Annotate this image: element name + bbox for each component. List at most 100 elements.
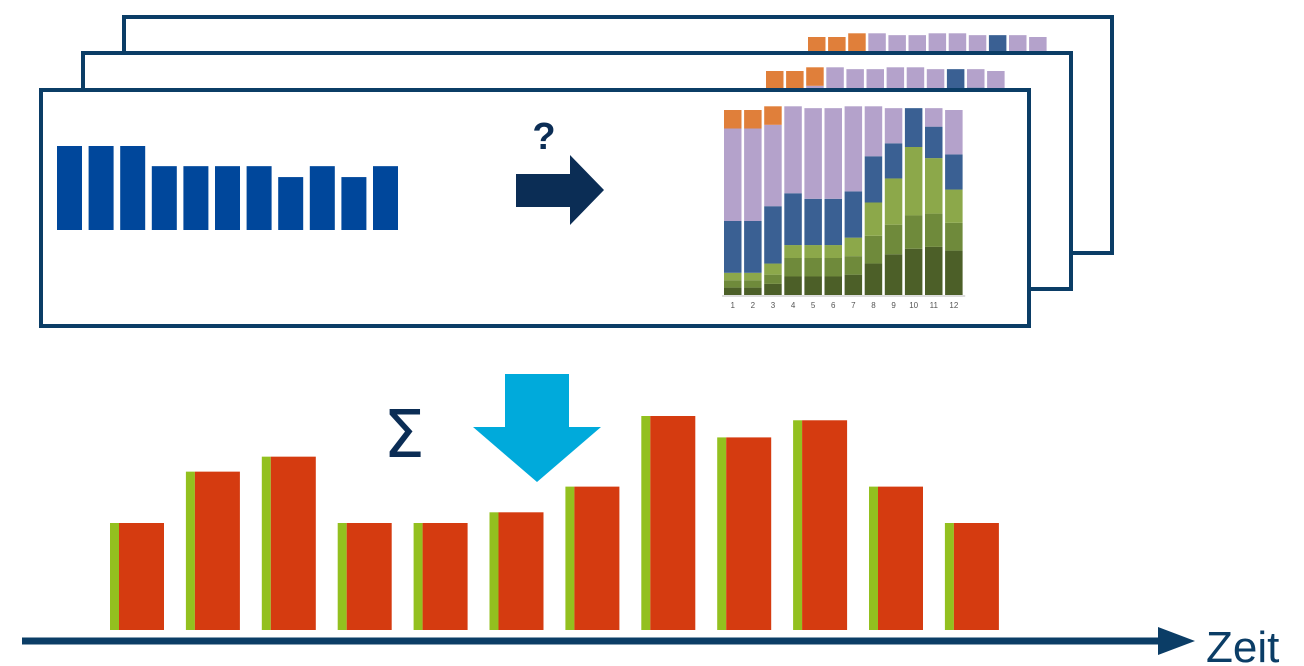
stack-segment-lightgreen (925, 158, 943, 214)
result-bar (650, 416, 696, 630)
result-bar (953, 523, 999, 630)
stack-segment-blue (925, 126, 943, 159)
stack-segment-blue (724, 221, 742, 273)
stack-segment-lavender (804, 108, 822, 199)
result-bar (422, 523, 468, 630)
stack-segment-midgreen (744, 280, 762, 288)
stack-segment-darkgreen (744, 287, 762, 295)
stack-segment-blue (784, 193, 802, 246)
aggregated-result-bars (110, 416, 999, 630)
stack-segment-lightgreen (764, 263, 782, 275)
input-profile-bar (246, 166, 272, 230)
stack-segment-darkgreen (945, 250, 963, 295)
time-axis-label: Zeit (1206, 623, 1279, 666)
input-profile-bar (88, 146, 114, 230)
stack-x-tick-label: 4 (791, 301, 796, 310)
stack-segment-darkgreen (724, 287, 742, 295)
result-bar (498, 512, 544, 630)
stack-segment-midgreen (904, 215, 923, 249)
time-axis: Zeit (22, 623, 1279, 666)
stack-segment-blue (904, 108, 923, 147)
stack-segment-blue (744, 221, 762, 273)
stack-segment-blue (884, 143, 903, 179)
stack-segment-midgreen (764, 274, 782, 284)
stack-segment-midgreen (925, 213, 943, 247)
stack-x-tick-label: 12 (949, 301, 958, 310)
stack-segment-blue (945, 154, 963, 190)
right-arrow-icon (516, 155, 604, 225)
result-bar-accent (110, 523, 119, 630)
result-bar-accent (261, 456, 271, 630)
stack-segment-blue (864, 156, 883, 203)
stack-segment-midgreen (884, 224, 903, 255)
input-profile-bar (341, 177, 367, 230)
stack-segment-lightgreen (724, 272, 742, 281)
result-bar (119, 523, 164, 630)
stack-x-tick-label: 1 (731, 301, 736, 310)
stack-segment-lavender (1009, 35, 1027, 54)
stack-x-tick-label: 10 (909, 301, 918, 310)
stack-segment-lavender (844, 106, 863, 192)
stack-segment-darkgreen (844, 274, 863, 295)
result-bar (270, 456, 316, 630)
input-profile-bars (57, 146, 398, 230)
stack-segment-blue (804, 198, 822, 246)
stack-segment-lavender (884, 108, 903, 144)
stack-segment-lightgreen (904, 147, 923, 216)
stack-segment-lavender (764, 124, 782, 207)
stack-segment-lavender (967, 69, 985, 88)
stack-x-tick-label: 6 (831, 301, 836, 310)
result-bar-accent (489, 512, 499, 630)
result-bar-accent (185, 471, 195, 630)
stack-segment-orange (744, 110, 762, 129)
stack-segment-darkgreen (864, 263, 883, 295)
stack-segment-lavender (925, 108, 943, 127)
stack-segment-blue (824, 198, 842, 246)
result-bar-accent (793, 420, 803, 630)
stack-segment-lavender (784, 106, 802, 194)
stack-segment-orange (724, 110, 742, 129)
result-bar-accent (565, 486, 575, 630)
down-arrow-icon (473, 374, 601, 482)
stack-x-tick-label: 11 (930, 301, 939, 310)
stack-segment-lavender (724, 128, 742, 221)
stack-segment-midgreen (844, 256, 863, 275)
input-profile-bar (309, 166, 335, 230)
stack-segment-lavender (945, 110, 963, 155)
scenario-frame-front: ? 1 2 3 4 5 6 7 8 9 10 11 12 (39, 88, 1031, 328)
stack-segment-midgreen (824, 258, 842, 277)
stack-segment-lightgreen (784, 245, 802, 258)
stack-x-tick-label: 9 (891, 301, 896, 310)
stack-segment-lightgreen (804, 245, 822, 258)
result-bar-accent (717, 437, 727, 630)
stack-segment-darkgreen (925, 246, 943, 295)
input-profile-bar (183, 166, 209, 230)
input-profile-bar (278, 177, 304, 230)
stack-segment-midgreen (784, 258, 802, 277)
stack-segment-darkgreen (804, 276, 822, 295)
stack-segment-lightgreen (824, 245, 842, 258)
stack-segment-lightgreen (945, 189, 963, 223)
stack-segment-midgreen (864, 235, 883, 264)
stack-x-tick-label: 5 (811, 301, 816, 310)
stack-segment-orange (786, 71, 804, 90)
stack-segment-lavender (864, 106, 883, 157)
result-bar (878, 486, 923, 630)
stack-x-tick-label: 3 (771, 301, 776, 310)
result-bar-accent (413, 523, 423, 630)
input-profile-bar (151, 166, 177, 230)
stack-segment-blue (844, 191, 863, 238)
stack-segment-darkgreen (764, 283, 782, 295)
result-bar (802, 420, 848, 630)
stack-segment-darkgreen (884, 254, 903, 295)
result-bar (194, 471, 240, 630)
stack-segment-orange (848, 33, 866, 52)
result-bar-accent (944, 523, 954, 630)
stack-segment-orange (766, 71, 784, 90)
stack-segment-lightgreen (884, 178, 903, 225)
stack-segment-lightgreen (844, 237, 863, 257)
stack-segment-lavender (824, 108, 842, 199)
input-profile-bar (215, 166, 240, 230)
stack-segment-orange (806, 67, 824, 86)
